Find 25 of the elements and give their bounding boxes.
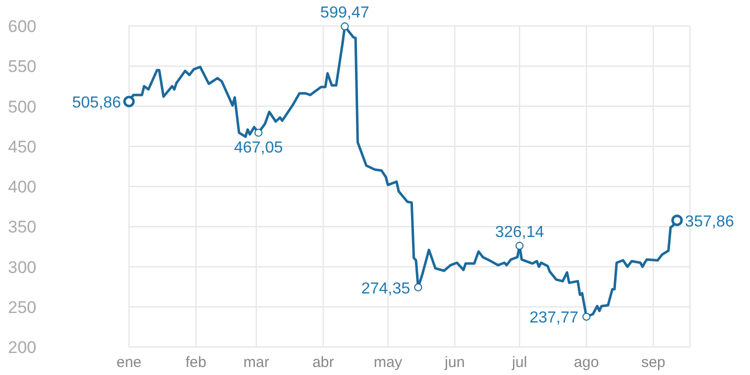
y-tick-label: 450 [8,137,36,156]
y-tick-label: 250 [8,298,36,317]
x-tick-label: may [374,354,403,371]
x-tick-label: sep [641,354,666,371]
annotation: 467,05 [234,140,284,157]
annotation: 357,86 [685,213,734,230]
annotation: 599,47 [320,4,370,22]
x-tick-label: jul [511,354,528,371]
annotation: 274,35 [361,280,410,298]
y-tick-label: 500 [8,97,36,116]
y-tick-label: 550 [8,57,36,76]
y-tick-label: 350 [8,218,36,237]
x-tick-label: ene [116,354,142,371]
y-tick-label: 600 [8,17,36,36]
annotation: 237,77 [529,310,579,327]
y-tick-label: 300 [8,258,36,277]
x-tick-label: jun [444,354,465,371]
annotation: 505,86 [72,94,122,112]
x-tick-label: ago [574,354,599,371]
annotation: 326,14 [495,224,544,241]
x-tick-label: abr [312,354,334,371]
y-tick-label: 400 [8,178,36,196]
x-tick-label: mar [243,354,270,371]
x-tick-label: feb [185,354,206,371]
y-tick-label: 200 [8,338,36,357]
